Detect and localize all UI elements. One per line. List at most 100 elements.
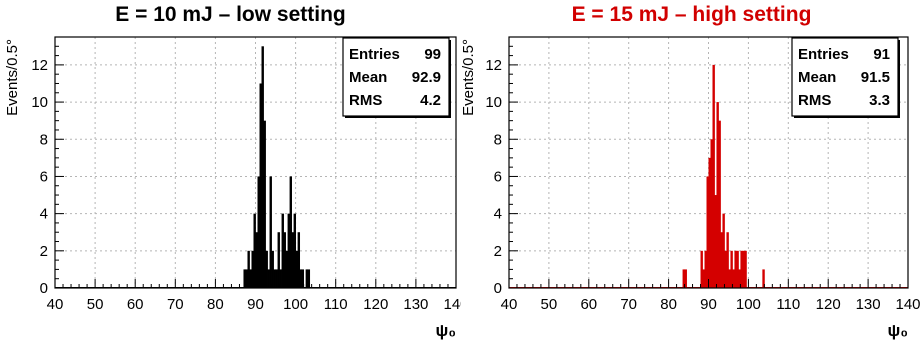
histogram-bar xyxy=(301,269,305,288)
histogram-bar xyxy=(740,250,743,288)
histogram-bar xyxy=(269,176,272,288)
y-tick-label: 2 xyxy=(40,243,48,260)
x-tick-label: 110 xyxy=(776,296,800,313)
stats-value: 3.3 xyxy=(869,92,890,109)
stats-value: 92.9 xyxy=(412,69,441,86)
y-tick-label: 0 xyxy=(494,280,502,297)
y-tick-label: 0 xyxy=(40,280,48,297)
histogram-bar xyxy=(726,232,729,288)
histogram-bar xyxy=(299,269,303,288)
stats-value: 91 xyxy=(873,46,890,63)
stats-box: Entries 91 Mean 91.5 RMS 3.3 xyxy=(791,37,900,118)
x-tick-label: 80 xyxy=(660,296,677,313)
x-tick-label: 80 xyxy=(207,296,224,313)
histogram-bars xyxy=(243,46,311,289)
y-tick-label: 2 xyxy=(494,243,502,260)
histogram-bar xyxy=(700,250,703,288)
stats-label: RMS xyxy=(798,92,831,109)
histogram-bar xyxy=(287,213,290,288)
histogram-bar xyxy=(253,213,256,288)
x-tick-label: 60 xyxy=(580,296,597,313)
x-tick-label: 100 xyxy=(736,296,761,313)
y-tick-label: 10 xyxy=(31,94,48,111)
histogram-bar xyxy=(255,232,258,288)
histogram-bar xyxy=(736,250,739,288)
histogram-bar xyxy=(730,250,733,288)
histogram-bar xyxy=(682,269,685,288)
stats-label: Mean xyxy=(798,69,836,86)
histogram-bar xyxy=(247,250,250,288)
histogram-bar xyxy=(728,269,731,288)
x-tick-label: 140 xyxy=(443,296,461,313)
y-tick-label: 12 xyxy=(485,57,502,74)
x-tick-label: 70 xyxy=(620,296,637,313)
histogram-bar xyxy=(277,232,280,288)
histogram-bar xyxy=(285,250,288,288)
histogram-bar xyxy=(273,269,276,288)
chart-title: E = 15 mJ – high setting xyxy=(571,3,812,26)
histogram-low: 40 50 60 70 80 90 100 110 120 130 140 0 2 4 6 8 10 12 Even… xyxy=(4,36,461,340)
histogram-bar xyxy=(762,269,765,288)
y-tick-label: 8 xyxy=(494,131,502,148)
stats-value: 91.5 xyxy=(861,69,890,86)
stats-box-frame xyxy=(342,37,450,117)
histogram-bar xyxy=(261,46,264,288)
histogram-bar xyxy=(289,176,292,288)
histogram-bar xyxy=(720,232,723,288)
y-tick-label: 8 xyxy=(40,131,48,148)
histogram-bar xyxy=(275,269,278,288)
histogram-bar xyxy=(263,120,266,289)
histogram-bar xyxy=(702,269,705,288)
histogram-bar xyxy=(732,269,735,288)
histogram-bar xyxy=(714,195,717,288)
y-axis-label: Events/0.5° xyxy=(4,39,21,116)
x-tick-label: 50 xyxy=(541,296,558,313)
x-axis: 40 50 60 70 80 90 100 110 120 130 140 xyxy=(501,279,921,313)
stats-label: Entries xyxy=(798,46,849,63)
histogram-bar xyxy=(293,213,296,288)
stats-value: 99 xyxy=(424,46,441,63)
histogram-bar xyxy=(291,232,294,288)
x-tick-label: 130 xyxy=(856,296,881,313)
histogram-bar xyxy=(722,213,725,288)
histogram-bar xyxy=(243,269,246,288)
histogram-bar xyxy=(251,250,254,288)
y-axis: 0 2 4 6 8 10 12 xyxy=(31,36,64,297)
histogram-bar xyxy=(259,83,262,289)
y-tick-label: 6 xyxy=(494,168,502,185)
chart-title: E = 10 mJ – low setting xyxy=(115,3,346,26)
histogram-bar xyxy=(724,250,727,288)
stats-box-frame xyxy=(791,37,899,117)
histogram-high: 40 50 60 70 80 90 100 110 120 130 140 0 2 4 6 8 10 12 Even… xyxy=(461,36,921,340)
stats-value: 4.2 xyxy=(420,92,441,109)
x-axis-label: ψ₀ xyxy=(888,321,908,340)
x-tick-label: 40 xyxy=(47,296,64,313)
histogram-bar xyxy=(295,250,299,288)
x-tick-label: 120 xyxy=(363,296,388,313)
histogram-bar xyxy=(249,269,252,288)
x-tick-label: 90 xyxy=(700,296,717,313)
x-tick-label: 140 xyxy=(895,296,920,313)
histogram-bar xyxy=(706,176,709,288)
histogram-bar xyxy=(245,269,248,288)
x-tick-label: 60 xyxy=(127,296,144,313)
histogram-bar xyxy=(704,250,707,288)
histogram-bar xyxy=(267,269,270,288)
chart-panel-low: E = 10 mJ – low setting 40 50 60 70 80 90 100 1… xyxy=(4,3,461,340)
stats-label: RMS xyxy=(349,92,382,109)
chart-panel-high: E = 15 mJ – high setting 40 50 60 70 80 90 100… xyxy=(461,0,922,341)
stats-box: Entries 99 Mean 92.9 RMS 4.2 xyxy=(342,37,451,118)
x-tick-label: 50 xyxy=(87,296,104,313)
histogram-bar xyxy=(708,157,711,288)
histogram-bar xyxy=(734,250,737,288)
y-tick-label: 12 xyxy=(31,57,48,74)
x-tick-label: 130 xyxy=(403,296,428,313)
x-tick-label: 120 xyxy=(816,296,841,313)
y-tick-label: 6 xyxy=(40,168,48,185)
x-axis: 40 50 60 70 80 90 100 110 120 130 140 xyxy=(47,279,461,313)
histogram-bar xyxy=(742,250,745,288)
histogram-bar xyxy=(283,232,286,288)
histogram-bar xyxy=(716,102,719,289)
y-tick-label: 10 xyxy=(485,94,502,111)
histogram-bar xyxy=(712,64,715,288)
